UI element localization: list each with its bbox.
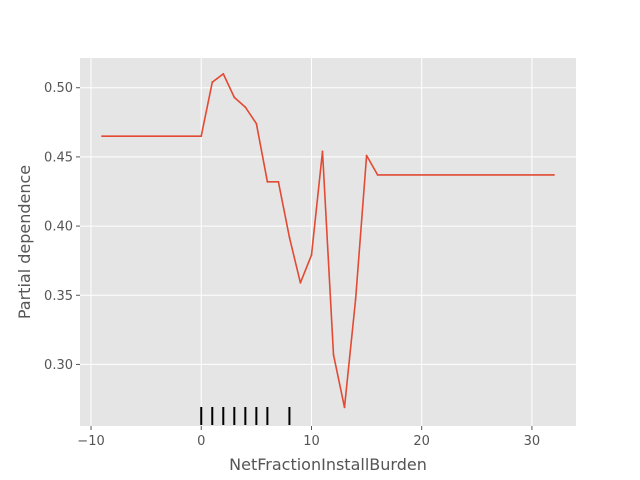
y-tick-label: 0.35 [44, 289, 73, 304]
x-tick-label: −10 [77, 434, 104, 449]
y-tick-label: 0.50 [44, 81, 73, 96]
data-point [365, 154, 368, 157]
grid-lines [80, 58, 576, 426]
data-point [266, 180, 269, 183]
data-point [299, 281, 302, 284]
data-point [553, 174, 555, 176]
data-point [354, 298, 357, 301]
y-tick-label: 0.40 [44, 220, 73, 235]
x-axis-label: NetFractionInstallBurden [229, 455, 427, 474]
x-tick-label: 30 [524, 434, 541, 449]
data-point [321, 150, 324, 153]
data-point [343, 406, 346, 409]
y-tick-label: 0.30 [44, 358, 73, 373]
data-point [332, 353, 335, 356]
data-point [101, 135, 103, 138]
data-point [376, 174, 379, 176]
data-point [211, 81, 214, 84]
x-axis-ticks: −10 0 10 20 30 [77, 426, 540, 449]
data-point [288, 236, 291, 239]
x-tick-label: 10 [303, 434, 320, 449]
data-point [233, 96, 236, 99]
rug-marks [200, 407, 291, 425]
data-point [200, 135, 203, 138]
y-axis-label: Partial dependence [15, 165, 34, 319]
x-tick-label: 20 [413, 434, 430, 449]
y-tick-label: 0.45 [44, 150, 73, 165]
data-point [310, 254, 313, 257]
data-point [244, 106, 247, 109]
data-point [255, 122, 258, 125]
series-layer [101, 73, 555, 409]
data-point [277, 180, 280, 183]
data-point [222, 73, 225, 75]
y-axis-ticks: 0.30 0.35 0.40 0.45 0.50 [44, 81, 80, 373]
x-tick-label: 0 [197, 434, 205, 449]
